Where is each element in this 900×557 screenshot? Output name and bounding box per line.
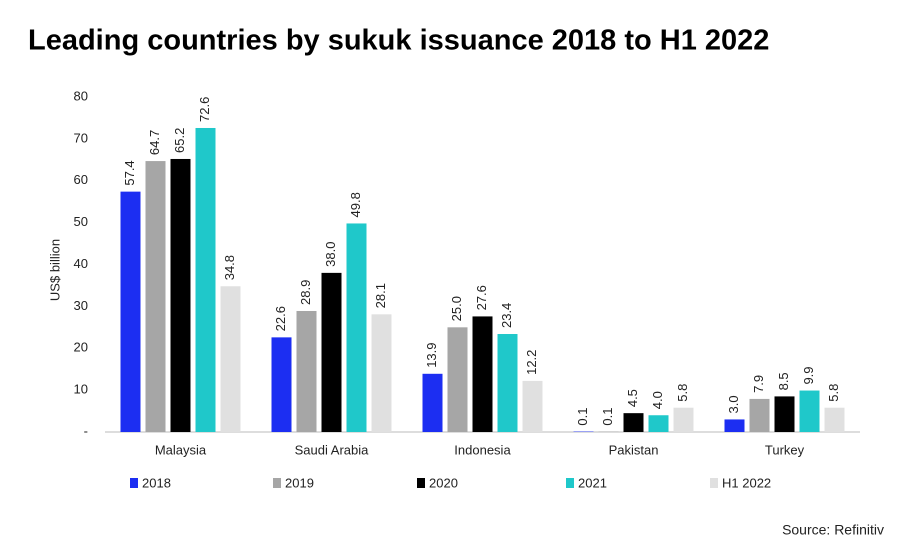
x-tick-label: Saudi Arabia [295, 442, 369, 457]
bar [724, 419, 745, 432]
bar [472, 316, 493, 432]
legend-swatch [130, 478, 138, 488]
data-label: 8.5 [776, 372, 791, 390]
y-tick-label: - [84, 423, 88, 438]
bar [749, 398, 770, 432]
bar [799, 390, 820, 432]
x-tick-label: Malaysia [155, 442, 207, 457]
bar [220, 286, 241, 432]
legend-swatch [566, 478, 574, 488]
chart-title: Leading countries by sukuk issuance 2018… [28, 25, 769, 57]
data-label: 4.5 [625, 389, 640, 407]
legend-swatch [273, 478, 281, 488]
bar [422, 373, 443, 432]
y-tick-label: 20 [74, 340, 88, 355]
y-tick-label: 60 [74, 172, 88, 187]
data-label: 7.9 [751, 375, 766, 393]
x-tick-label: Indonesia [454, 442, 511, 457]
y-tick-label: 40 [74, 256, 88, 271]
y-tick-label: 30 [74, 298, 88, 313]
legend-swatch [710, 478, 718, 488]
data-label: 13.9 [424, 342, 439, 367]
data-label: 3.0 [726, 395, 741, 413]
y-tick-label: 50 [74, 214, 88, 229]
data-label: 4.0 [650, 391, 665, 409]
legend-label: 2021 [578, 475, 607, 490]
legend-swatch [417, 478, 425, 488]
y-tick-label: 80 [74, 88, 88, 103]
data-label: 72.6 [197, 97, 212, 122]
data-label: 28.1 [373, 283, 388, 308]
data-label: 5.8 [826, 384, 841, 402]
bar [522, 380, 543, 432]
bar [170, 158, 191, 432]
data-label: 0.1 [600, 408, 615, 426]
legend-label: 2020 [429, 475, 458, 490]
source: Source: Refinitiv [782, 522, 884, 538]
bar [623, 413, 644, 432]
data-label: 28.9 [298, 280, 313, 305]
data-label: 12.2 [524, 350, 539, 375]
bar [120, 191, 141, 432]
y-axis-label: US$ billion [47, 239, 62, 301]
bar [195, 127, 216, 433]
bar [296, 310, 317, 432]
data-label: 64.7 [147, 130, 162, 155]
data-label: 9.9 [801, 366, 816, 384]
y-tick-label: 10 [74, 382, 88, 397]
y-tick-label: 70 [74, 130, 88, 145]
data-label: 49.8 [348, 192, 363, 217]
data-label: 23.4 [499, 303, 514, 328]
data-label: 65.2 [172, 128, 187, 153]
data-label: 38.0 [323, 242, 338, 267]
data-label: 34.8 [222, 255, 237, 280]
data-label: 0.1 [575, 408, 590, 426]
bar [321, 272, 342, 432]
bar [447, 327, 468, 432]
legend-label: 2019 [285, 475, 314, 490]
x-tick-label: Pakistan [609, 442, 659, 457]
x-tick-label: Turkey [765, 442, 805, 457]
bar [774, 396, 795, 432]
bar [145, 161, 166, 432]
legend-label: H1 2022 [722, 475, 771, 490]
bar [371, 314, 392, 432]
legend-label: 2018 [142, 475, 171, 490]
data-label: 27.6 [474, 285, 489, 310]
data-label: 57.4 [122, 160, 137, 185]
data-label: 25.0 [449, 296, 464, 321]
bar [673, 407, 694, 432]
bar [648, 415, 669, 432]
data-label: 22.6 [273, 306, 288, 331]
bar [271, 337, 292, 432]
bar [346, 223, 367, 432]
bar [497, 334, 518, 432]
data-label: 5.8 [675, 384, 690, 402]
bar [824, 407, 845, 432]
